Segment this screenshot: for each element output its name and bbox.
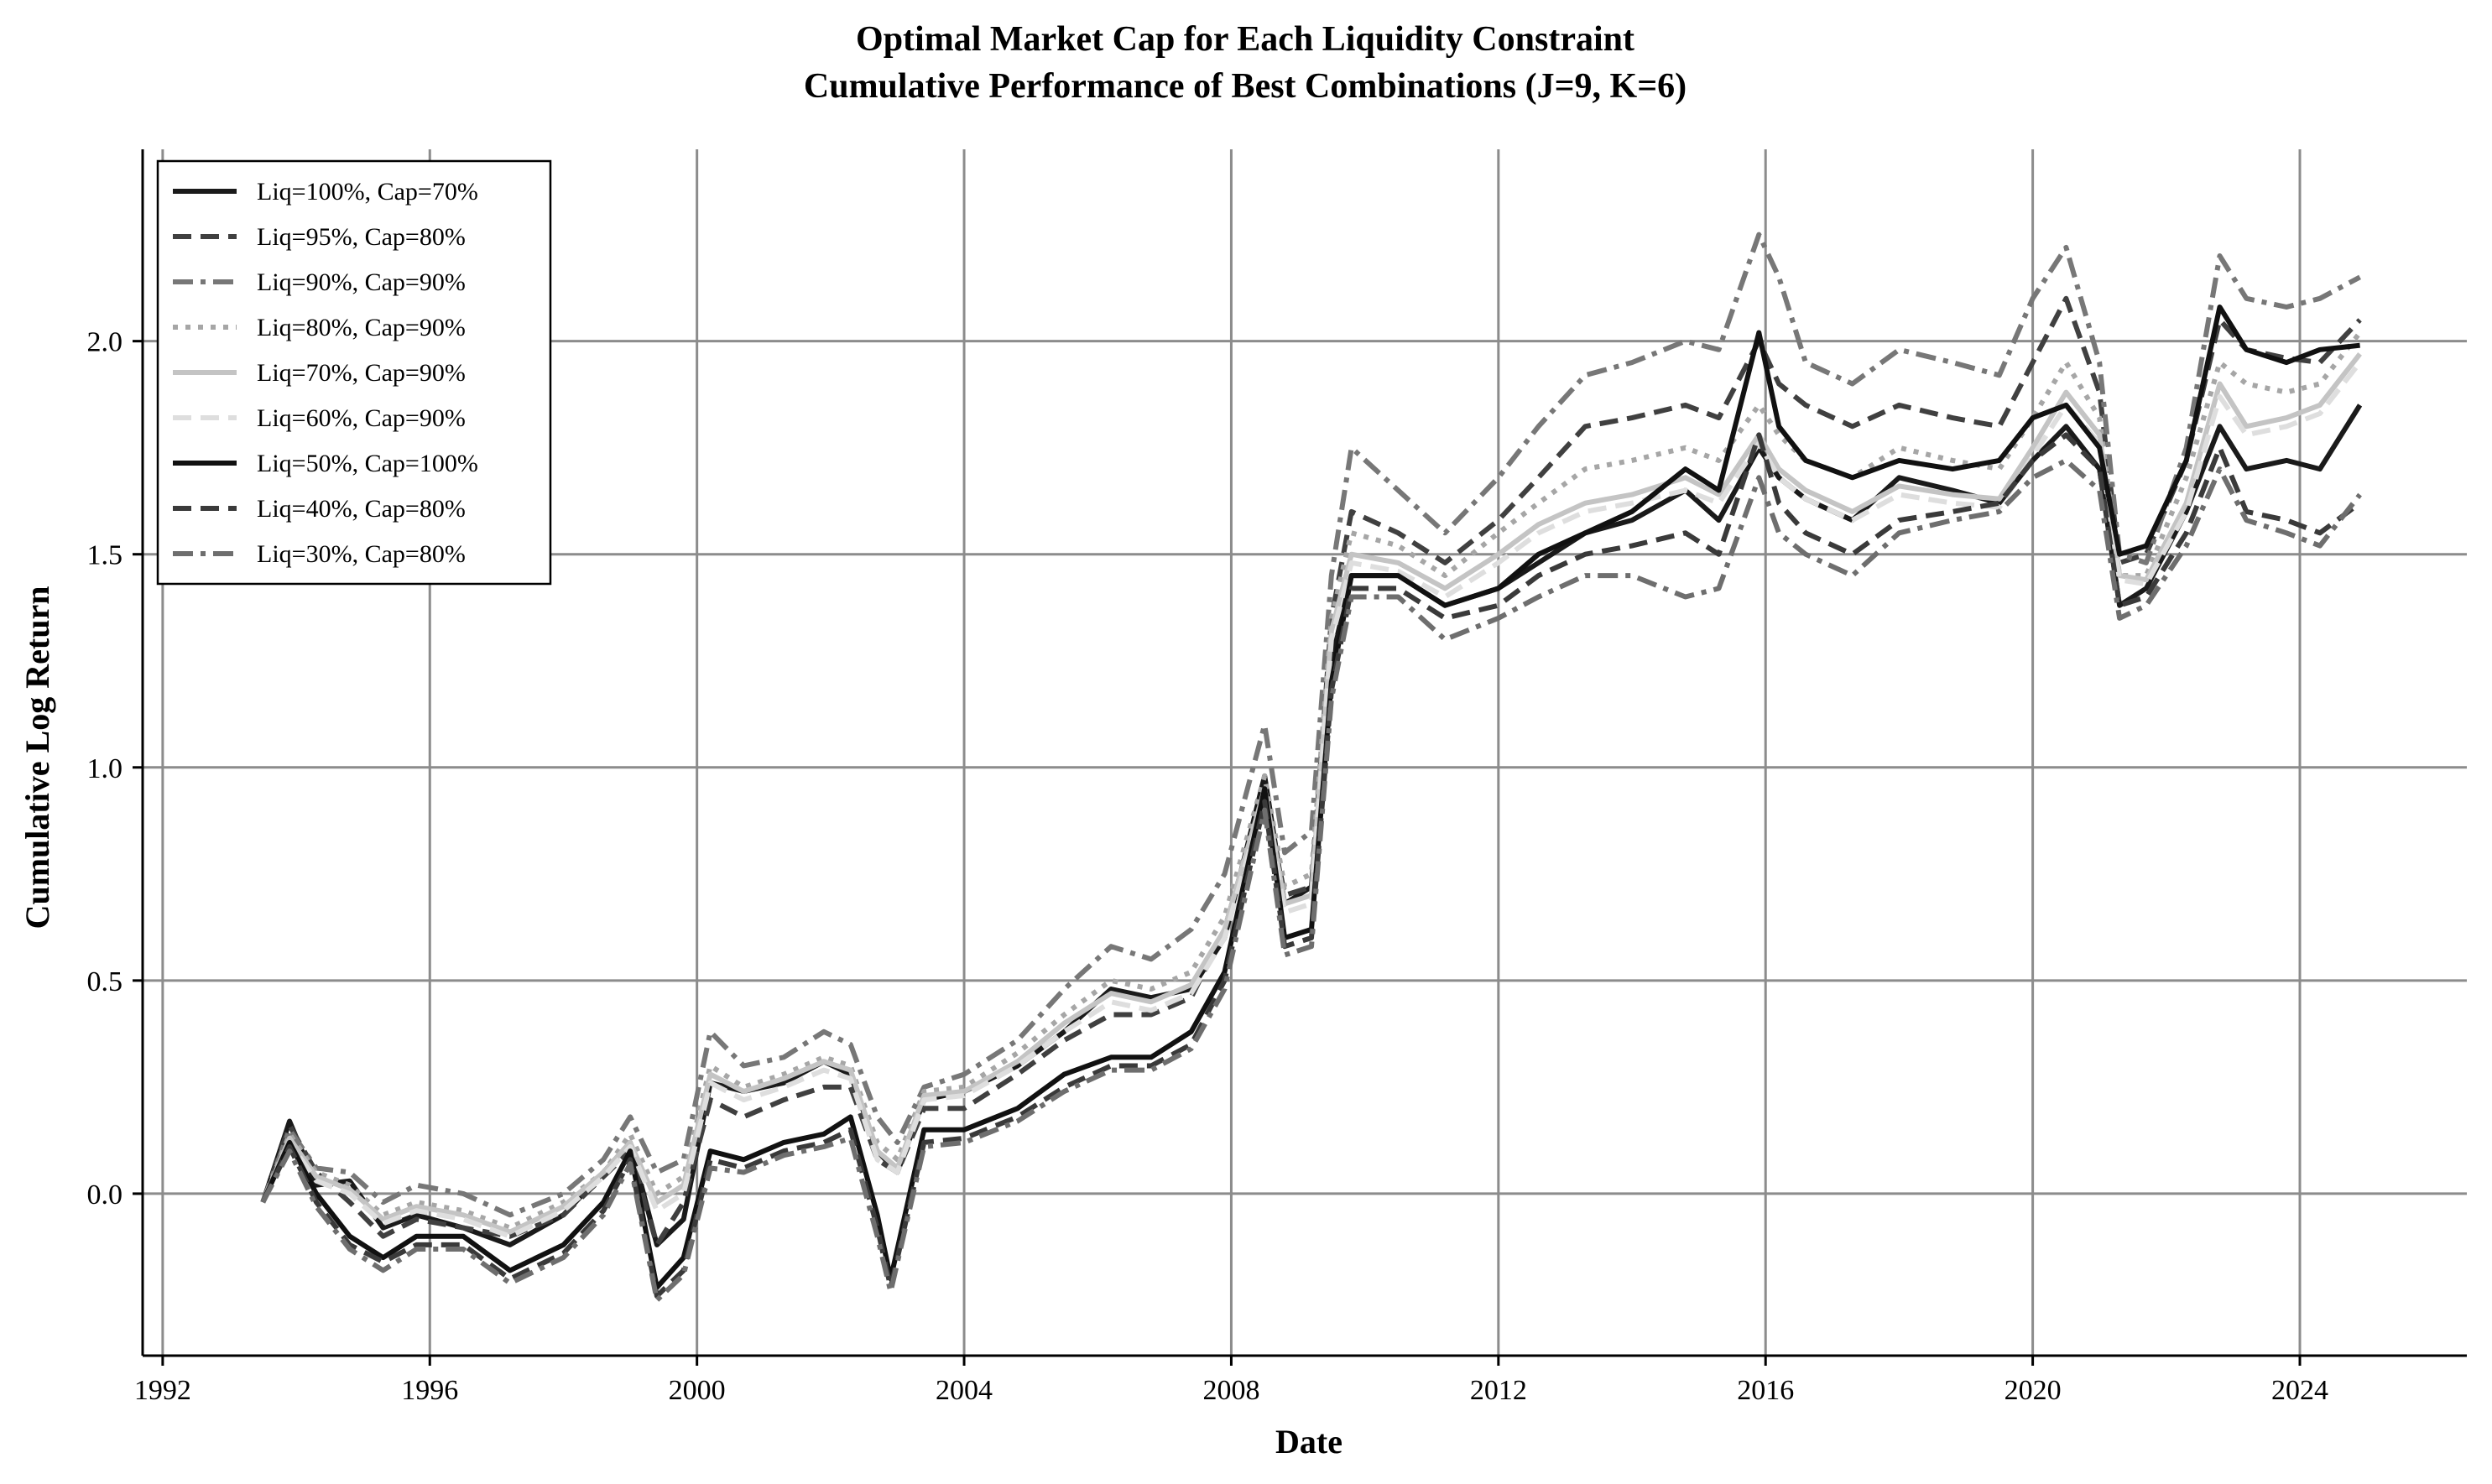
chart-title: Optimal Market Cap for Each Liquidity Co… <box>856 20 1634 59</box>
x-tick-label: 2016 <box>1737 1375 1794 1406</box>
axes: 1992 1996 2000 2004 2008 2012 2016 2020 2024 0.0 0… <box>87 149 2467 1406</box>
y-axis-label: Cumulative Log Return <box>18 586 56 929</box>
x-tick-label: 2020 <box>2005 1375 2062 1406</box>
chart-subtitle: Cumulative Performance of Best Combinati… <box>804 67 1687 106</box>
legend-label: Liq=95%, Cap=80% <box>257 223 466 251</box>
y-tick-label: 0.5 <box>87 966 123 997</box>
series-line <box>260 457 2362 1303</box>
legend: Liq=100%, Cap=70% Liq=95%, Cap=80% Liq=90%… <box>156 159 552 586</box>
x-tick-label: 2004 <box>936 1375 993 1406</box>
series-line <box>260 352 2362 1235</box>
legend-label: Liq=40%, Cap=80% <box>257 495 466 523</box>
x-tick-label: 1992 <box>134 1375 191 1406</box>
legend-label: Liq=30%, Cap=80% <box>257 540 466 568</box>
series-line <box>260 331 2362 1231</box>
x-tick-label: 1996 <box>401 1375 458 1406</box>
series-lines <box>260 232 2363 1303</box>
x-tick-label: 2000 <box>669 1375 726 1406</box>
legend-label: Liq=50%, Cap=100% <box>257 450 478 477</box>
series-line <box>260 295 2362 1247</box>
x-tick-label: 2024 <box>2271 1375 2328 1406</box>
legend-label: Liq=90%, Cap=90% <box>257 268 466 296</box>
y-tick-label: 2.0 <box>87 327 123 358</box>
legend-label: Liq=70%, Cap=90% <box>257 359 466 387</box>
y-tick-label: 1.0 <box>87 753 123 784</box>
series-line <box>260 232 2362 1218</box>
legend-label: Liq=100%, Cap=70% <box>257 178 478 206</box>
y-tick-label: 1.5 <box>87 540 123 571</box>
legend-label: Liq=80%, Cap=90% <box>257 314 466 341</box>
x-axis-label: Date <box>1275 1423 1342 1461</box>
grid <box>143 149 2467 1356</box>
legend-label: Liq=60%, Cap=90% <box>257 404 466 432</box>
series-line <box>260 361 2362 1239</box>
x-tick-label: 2008 <box>1202 1375 1259 1406</box>
series-line <box>260 305 2360 1290</box>
y-tick-label: 0.0 <box>87 1179 123 1211</box>
x-tick-label: 2012 <box>1470 1375 1527 1406</box>
